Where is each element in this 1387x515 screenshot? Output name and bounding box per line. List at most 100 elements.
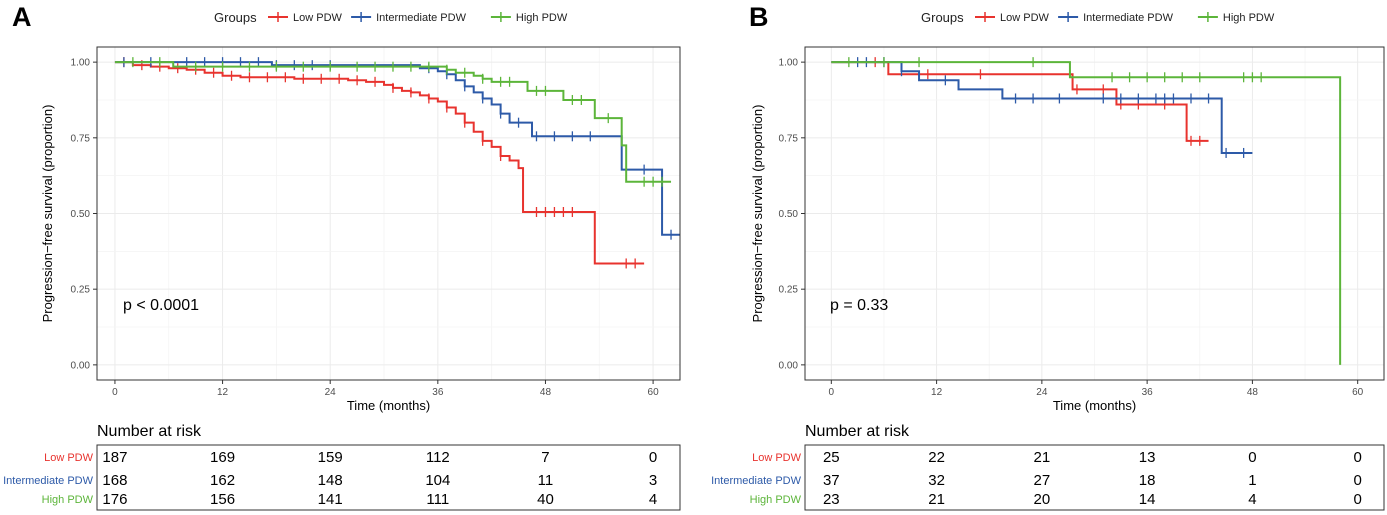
risk-count: 0 — [1354, 449, 1362, 466]
risk-count: 0 — [1354, 491, 1362, 508]
risk-count: 112 — [426, 449, 450, 466]
x-tick-label: 0 — [829, 387, 835, 398]
series-high-pdw — [114, 57, 672, 187]
legend-item: High PDW — [490, 12, 568, 24]
y-tick-label: 0.25 — [71, 285, 91, 296]
risk-count: 104 — [425, 472, 450, 489]
panel-b: B Groups Low PDW Intermediate PDW High PDW 0 1… — [711, 2, 1385, 511]
risk-count: 4 — [1248, 491, 1256, 508]
panel-label: B — [749, 2, 769, 32]
risk-row-label: High PDW — [42, 494, 94, 506]
x-axis-label: Time (months) — [1053, 398, 1136, 413]
x-tick-label: 24 — [1036, 387, 1048, 398]
risk-row: Intermediate PDW 37 32 27 18 1 0 — [711, 472, 1362, 489]
x-axis: 0 12 24 36 48 60 Time (months) — [112, 380, 659, 413]
risk-count: 14 — [1139, 491, 1156, 508]
legend-item: Intermediate PDW — [1058, 12, 1174, 24]
survival-curve — [114, 61, 672, 183]
x-axis: 0 12 24 36 48 60 Time (months) — [829, 380, 1364, 413]
series-high-pdw — [831, 57, 1342, 365]
legend-label: Intermediate PDW — [1083, 12, 1173, 24]
risk-row: High PDW 23 21 20 14 4 0 — [750, 491, 1362, 508]
y-tick-label: 1.00 — [71, 58, 91, 69]
risk-count: 176 — [102, 491, 127, 508]
survival-curve — [114, 61, 645, 265]
risk-count: 21 — [928, 491, 945, 508]
x-tick-label: 36 — [1142, 387, 1154, 398]
risk-count: 1 — [1248, 472, 1256, 489]
legend-label: Low PDW — [293, 12, 343, 24]
risk-count: 168 — [102, 472, 127, 489]
risk-count: 159 — [318, 449, 343, 466]
risk-table-border — [96, 444, 681, 511]
risk-row: Intermediate PDW 168 162 148 104 11 3 — [3, 472, 657, 489]
legend: Groups Low PDW Intermediate PDW High PDW — [921, 10, 1275, 25]
risk-count: 23 — [823, 491, 840, 508]
survival-curve — [831, 61, 1209, 142]
risk-row: Low PDW 25 22 21 13 0 0 — [752, 449, 1362, 466]
x-tick-label: 48 — [1247, 387, 1259, 398]
x-tick-label: 24 — [325, 387, 337, 398]
risk-count: 4 — [649, 491, 657, 508]
y-axis-label: Progression−free survival (proportion) — [40, 105, 55, 323]
risk-count: 3 — [649, 472, 657, 489]
x-axis-label: Time (months) — [347, 398, 430, 413]
legend-label: Low PDW — [1000, 12, 1050, 24]
risk-table-border — [804, 444, 1385, 511]
y-tick-label: 0.50 — [71, 209, 91, 220]
risk-count: 18 — [1139, 472, 1156, 489]
x-tick-label: 60 — [648, 387, 660, 398]
legend-title: Groups — [921, 10, 964, 25]
risk-count: 37 — [823, 472, 840, 489]
risk-count: 0 — [649, 449, 657, 466]
risk-count: 141 — [318, 491, 343, 508]
risk-row: High PDW 176 156 141 111 40 4 — [42, 491, 658, 508]
risk-row-label: Intermediate PDW — [711, 475, 801, 487]
x-tick-label: 0 — [112, 387, 118, 398]
series-intermediate-pdw — [831, 57, 1253, 158]
legend: Groups Low PDW Intermediate PDW High PDW — [214, 10, 568, 25]
legend-item: Intermediate PDW — [351, 12, 467, 24]
risk-row-label: Low PDW — [44, 452, 94, 464]
y-tick-label: 0.75 — [779, 133, 799, 144]
risk-count: 169 — [210, 449, 235, 466]
y-tick-label: 0.00 — [71, 360, 91, 371]
p-value-annotation: p = 0.33 — [830, 297, 888, 314]
risk-table-title: Number at risk — [97, 423, 202, 440]
risk-count: 111 — [426, 491, 449, 508]
legend-label: High PDW — [516, 12, 568, 24]
risk-count: 148 — [318, 472, 343, 489]
risk-count: 162 — [210, 472, 235, 489]
y-axis: 0.00 0.25 0.50 0.75 1.00 Progression−free sur… — [40, 58, 97, 371]
risk-count: 22 — [928, 449, 945, 466]
y-tick-label: 0.00 — [779, 360, 799, 371]
legend-title: Groups — [214, 10, 257, 25]
risk-count: 156 — [210, 491, 235, 508]
risk-count: 32 — [928, 472, 945, 489]
x-tick-label: 12 — [217, 387, 229, 398]
risk-count: 40 — [537, 491, 554, 508]
x-tick-label: 60 — [1352, 387, 1364, 398]
y-axis: 0.00 0.25 0.50 0.75 1.00 Progression−free sur… — [750, 58, 805, 371]
risk-count: 187 — [102, 449, 127, 466]
y-tick-label: 0.75 — [71, 133, 91, 144]
risk-table-title: Number at risk — [805, 423, 910, 440]
y-tick-label: 0.50 — [779, 209, 799, 220]
y-tick-label: 0.25 — [779, 285, 799, 296]
y-axis-label: Progression−free survival (proportion) — [750, 105, 765, 323]
risk-count: 25 — [823, 449, 840, 466]
panel-label: A — [12, 2, 32, 32]
risk-row-label: Intermediate PDW — [3, 475, 93, 487]
legend-label: Intermediate PDW — [376, 12, 466, 24]
legend-item: Low PDW — [268, 12, 343, 24]
grid — [805, 47, 1384, 380]
risk-count: 0 — [1354, 472, 1362, 489]
p-value-annotation: p < 0.0001 — [123, 297, 199, 314]
x-tick-label: 36 — [432, 387, 444, 398]
risk-count: 7 — [541, 449, 549, 466]
risk-count: 20 — [1034, 491, 1051, 508]
legend-label: High PDW — [1223, 12, 1275, 24]
risk-row: Low PDW 187 169 159 112 7 0 — [44, 449, 657, 466]
